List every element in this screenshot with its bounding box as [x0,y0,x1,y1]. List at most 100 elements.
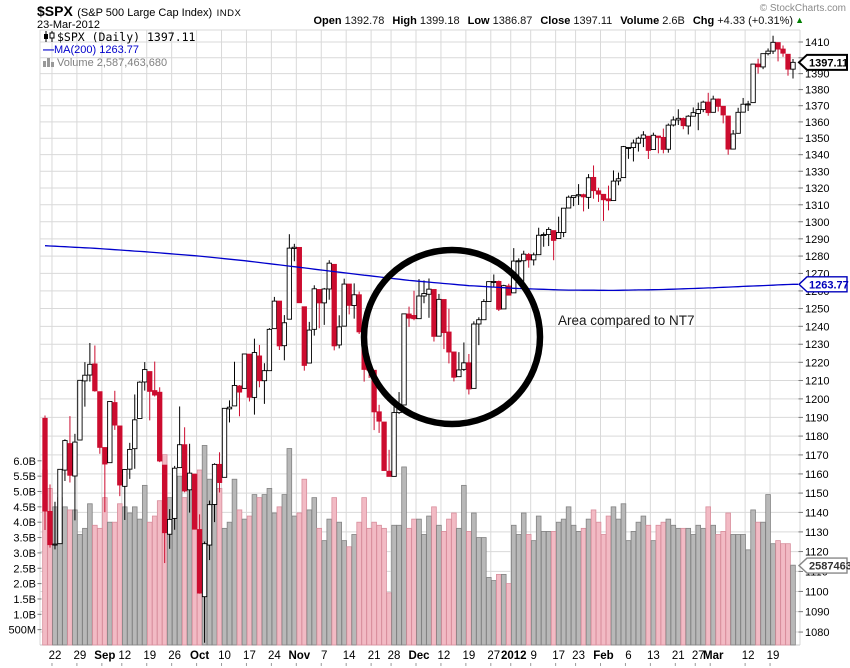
quote-value: +4.33 (+0.31%) [717,15,794,27]
svg-text:28: 28 [388,650,401,662]
svg-text:27: 27 [692,650,705,662]
svg-text:1210: 1210 [805,376,829,388]
svg-text:9: 9 [530,650,536,662]
svg-text:12: 12 [118,650,131,662]
svg-text:500M: 500M [8,625,36,637]
svg-text:3.5B: 3.5B [13,533,36,545]
quote-value: 1397.11 [573,15,613,27]
svg-text:2.0B: 2.0B [13,579,36,591]
svg-text:1410: 1410 [805,37,829,49]
svg-text:1370: 1370 [805,101,829,113]
svg-text:1360: 1360 [805,117,829,129]
svg-text:1150: 1150 [805,488,829,500]
date-axis: 22 29 Sep 12 19 26 Oct 10 17 24 Nov 7 14 21 28 Dec 12 19 2… [49,650,780,666]
svg-text:1290: 1290 [805,234,829,246]
callout-layer: 1397.11 1263.77 2587463 [797,53,850,574]
svg-text:23: 23 [572,650,585,662]
ma200-line [44,245,798,292]
svg-text:1120: 1120 [805,547,829,559]
legend-volume-series: Volume 2,587,463,680 [43,57,195,70]
volume-axis: 500M 1.0B 1.5B 2.0B 2.5B 3.0B 3.5B 4.0B 4.5B 5.0B… [8,456,42,637]
svg-text:Nov: Nov [288,650,310,662]
svg-text:4.5B: 4.5B [13,502,36,514]
quote-value: 1386.87 [492,15,533,27]
svg-text:1320: 1320 [805,183,829,195]
svg-text:2587463: 2587463 [809,561,850,573]
volume-layer [42,445,796,646]
symbol-label: $SPX [37,3,73,19]
quote-label: Volume [620,15,660,27]
svg-text:3.0B: 3.0B [13,548,36,560]
svg-text:13: 13 [647,650,660,662]
copyright-label: © StockCharts.com [759,3,846,14]
quote-value: 1392.78 [344,15,385,27]
svg-text:19: 19 [143,650,156,662]
legend-price-series: $SPX (Daily) 1397.11 [43,31,195,44]
svg-text:1100: 1100 [805,586,829,598]
symbol-exchange: INDX [216,8,242,19]
quote-label: Chg [692,15,715,27]
svg-text:Oct: Oct [190,650,209,662]
svg-text:2.5B: 2.5B [13,563,36,575]
annotation-text: Area compared to NT7 [558,313,695,328]
svg-text:22: 22 [49,650,62,662]
svg-text:1340: 1340 [805,150,829,162]
svg-text:17: 17 [552,650,565,662]
svg-text:1200: 1200 [805,394,829,406]
svg-text:2012: 2012 [501,650,527,662]
svg-text:1380: 1380 [805,85,829,97]
svg-text:1170: 1170 [805,450,829,462]
chart-legend: $SPX (Daily) 1397.11 —MA(200) 1263.77 Vo… [43,31,195,70]
svg-text:1397.11: 1397.11 [809,57,848,69]
svg-text:Sep: Sep [94,650,115,662]
svg-text:21: 21 [368,650,381,662]
svg-text:1220: 1220 [805,357,829,369]
quote-label: Open [313,15,342,27]
svg-text:Mar: Mar [703,650,724,662]
svg-text:1090: 1090 [805,607,829,619]
svg-text:1280: 1280 [805,251,829,263]
svg-text:4.0B: 4.0B [13,517,36,529]
svg-text:1263.77: 1263.77 [809,279,849,291]
svg-text:7: 7 [321,650,327,662]
quote-label: Close [540,15,571,27]
quote-row: Open 1392.78 High 1399.18 Low 1386.87 Close 139… [305,15,804,27]
svg-text:1190: 1190 [805,412,829,424]
svg-text:1350: 1350 [805,133,829,145]
svg-text:24: 24 [268,650,281,662]
svg-text:1240: 1240 [805,321,829,333]
price-axis: 1080109011001110112011301140115011601170… [798,37,829,639]
symbol-name: (S&P 500 Large Cap Index) [77,7,213,19]
svg-text:14: 14 [343,650,356,662]
svg-text:6.0B: 6.0B [13,456,36,468]
quote-value: 1399.18 [419,15,460,27]
svg-text:1130: 1130 [805,527,829,539]
ma-line-icon: — [43,44,54,56]
svg-text:Feb: Feb [593,650,613,662]
quote-label: Low [467,15,490,27]
svg-text:26: 26 [168,650,181,662]
svg-text:19: 19 [767,650,780,662]
svg-text:27: 27 [487,650,500,662]
svg-text:17: 17 [243,650,256,662]
chart-title: $SPX (S&P 500 Large Cap Index) INDX [37,3,241,21]
svg-text:21: 21 [672,650,685,662]
change-up-arrow-icon: ▲ [795,15,804,25]
annotation-circle [360,246,544,428]
svg-text:1310: 1310 [805,200,829,212]
svg-text:10: 10 [218,650,231,662]
candlestick-icon [43,31,55,45]
legend-price-text: $SPX (Daily) 1397.11 [57,30,196,44]
quote-label: High [392,15,417,27]
quote-value: 2.6B [662,15,685,27]
svg-text:6: 6 [625,650,631,662]
chart-date: 23-Mar-2012 [37,19,100,31]
volume-bars-icon [43,57,55,71]
svg-text:1390: 1390 [805,69,829,81]
svg-text:1330: 1330 [805,166,829,178]
svg-text:12: 12 [742,650,755,662]
legend-ma-series: —MA(200) 1263.77 [43,44,195,57]
svg-text:1.5B: 1.5B [13,594,36,606]
